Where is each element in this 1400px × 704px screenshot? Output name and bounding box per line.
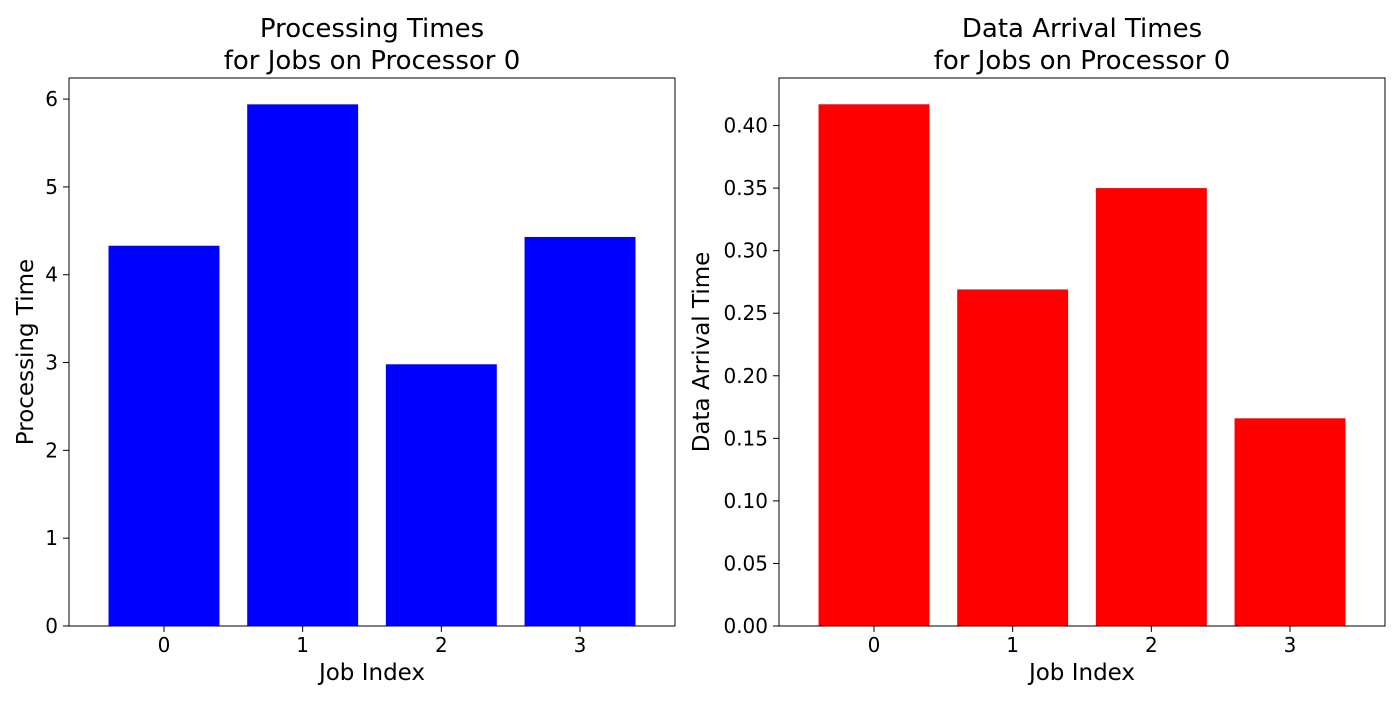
chart-1-y-ticks: 0 1 2 3 4 5 6 bbox=[45, 87, 69, 638]
chart-1-x-tick-label: 2 bbox=[435, 633, 448, 657]
chart-2-plot-frame bbox=[778, 77, 1386, 627]
chart-2-y-tick-label: 0.15 bbox=[723, 426, 768, 450]
chart-1-x-tick-label: 3 bbox=[574, 633, 587, 657]
chart-processing-times: Processing Times for Jobs on Processor 0… bbox=[13, 14, 676, 686]
chart-2-y-tick-label: 0.40 bbox=[723, 114, 768, 138]
chart-2-y-tick-label: 0.35 bbox=[723, 176, 768, 200]
chart-2-y-axis-label: Data Arrival Time bbox=[689, 252, 715, 453]
chart-1-x-tick-label: 0 bbox=[158, 633, 171, 657]
chart-1-y-tick-label: 6 bbox=[45, 87, 58, 111]
chart-1-y-tick-label: 4 bbox=[45, 263, 58, 287]
chart-2-y-tick-label: 0.30 bbox=[723, 239, 768, 263]
chart-1-bar-0 bbox=[108, 245, 220, 626]
chart-2-x-tick-label: 1 bbox=[1006, 633, 1019, 657]
chart-1-x-ticks: 0 1 2 3 bbox=[158, 626, 587, 657]
chart-1-y-tick-label: 3 bbox=[45, 351, 58, 375]
chart-2-y-tick-label: 0.00 bbox=[723, 614, 768, 638]
chart-2-bar-1 bbox=[957, 289, 1069, 626]
chart-2-x-tick-label: 0 bbox=[868, 633, 881, 657]
chart-data-arrival-times: Data Arrival Times for Jobs on Processor… bbox=[689, 14, 1386, 686]
chart-2-bar-0 bbox=[818, 104, 930, 626]
chart-1-y-axis-label: Processing Time bbox=[13, 259, 39, 445]
chart-1-x-axis-label: Job Index bbox=[317, 660, 425, 686]
chart-1-y-tick-label: 2 bbox=[45, 438, 58, 462]
chart-1-title-line-1: Processing Times bbox=[260, 14, 484, 44]
chart-1-bar-3 bbox=[524, 236, 636, 626]
chart-2-y-ticks: 0.00 0.05 0.10 0.15 0.20 0.25 0.30 0.35 0.40 bbox=[723, 114, 779, 638]
chart-2-x-ticks: 0 1 2 3 bbox=[868, 626, 1297, 657]
chart-2-y-tick-label: 0.20 bbox=[723, 364, 768, 388]
chart-2-bar-2 bbox=[1095, 188, 1207, 626]
chart-2-title-line-2: for Jobs on Processor 0 bbox=[934, 46, 1231, 76]
chart-2-x-axis-label: Job Index bbox=[1027, 660, 1135, 686]
chart-1-title-line-2: for Jobs on Processor 0 bbox=[224, 46, 521, 76]
chart-1-x-tick-label: 1 bbox=[296, 633, 309, 657]
chart-1-y-tick-label: 0 bbox=[45, 614, 58, 638]
chart-2-bar-3 bbox=[1234, 418, 1346, 626]
chart-2-y-tick-label: 0.25 bbox=[723, 301, 768, 325]
chart-2-y-tick-label: 0.05 bbox=[723, 551, 768, 575]
chart-1-bars bbox=[108, 104, 636, 627]
chart-2-title-line-1: Data Arrival Times bbox=[962, 14, 1202, 44]
chart-1-y-tick-label: 1 bbox=[45, 526, 58, 550]
chart-2-y-tick-label: 0.10 bbox=[723, 489, 768, 513]
chart-2-bars bbox=[818, 104, 1346, 626]
chart-2-x-tick-label: 3 bbox=[1284, 633, 1297, 657]
chart-1-y-tick-label: 5 bbox=[45, 175, 58, 199]
chart-2-x-tick-label: 2 bbox=[1145, 633, 1158, 657]
chart-1-bar-1 bbox=[247, 104, 359, 627]
chart-1-bar-2 bbox=[385, 364, 497, 626]
chart-1-plot-frame bbox=[68, 77, 676, 627]
